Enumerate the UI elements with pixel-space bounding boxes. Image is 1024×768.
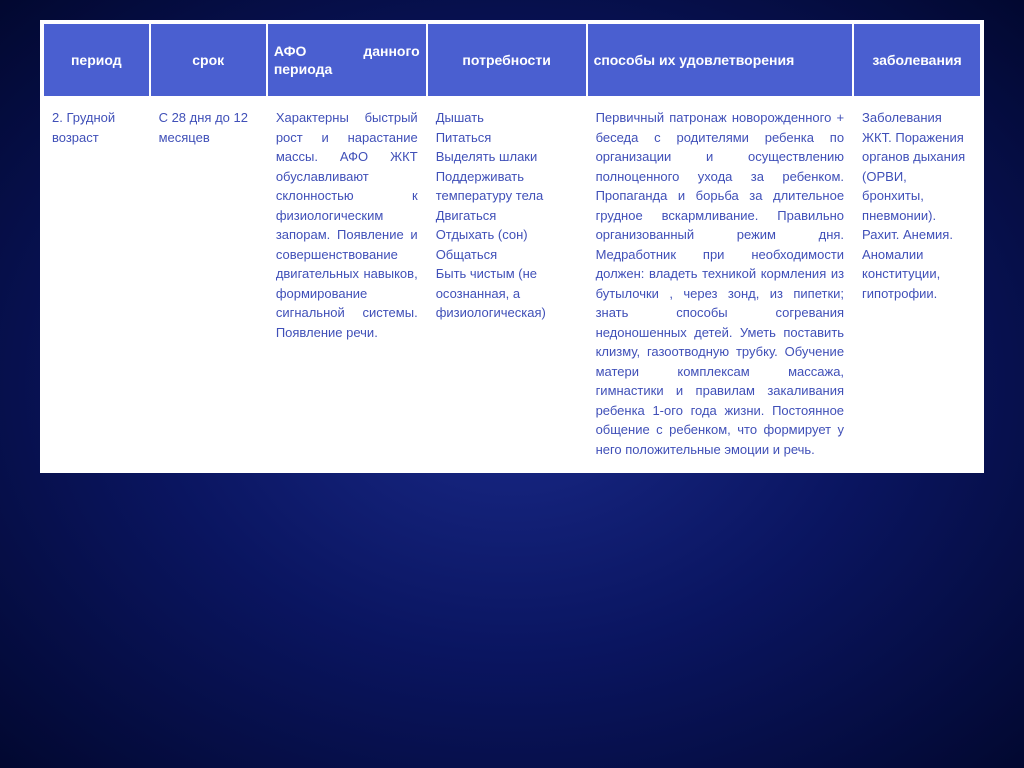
needs-line: Выделять шлаки [436, 147, 578, 167]
medical-table-container: период срок АФО данного периода потребно… [40, 20, 984, 473]
cell-period: 2. Грудной возраст [43, 97, 150, 470]
cell-ways: Первичный патронаж новорожденного + бесе… [587, 97, 853, 470]
header-period: период [43, 23, 150, 97]
needs-line: Быть чистым (не осознанная, а физиологич… [436, 264, 578, 323]
header-term: срок [150, 23, 267, 97]
header-afo: АФО данного периода [267, 23, 427, 97]
needs-line: Двигаться [436, 206, 578, 226]
table-row: 2. Грудной возраст С 28 дня до 12 месяце… [43, 97, 981, 470]
cell-term: С 28 дня до 12 месяцев [150, 97, 267, 470]
needs-line: Общаться [436, 245, 578, 265]
cell-needs: ДышатьПитатьсяВыделять шлакиПоддерживать… [427, 97, 587, 470]
needs-line: Дышать [436, 108, 578, 128]
needs-line: Отдыхать (сон) [436, 225, 578, 245]
cell-afo: Характерны быстрый рост и нарастание мас… [267, 97, 427, 470]
header-needs: потребности [427, 23, 587, 97]
needs-line: Поддерживать температуру тела [436, 167, 578, 206]
header-ways: способы их удовлетворения [587, 23, 853, 97]
medical-periods-table: период срок АФО данного периода потребно… [42, 22, 982, 471]
cell-diseases: Заболевания ЖКТ. Поражения органов дыхан… [853, 97, 981, 470]
needs-line: Питаться [436, 128, 578, 148]
table-header-row: период срок АФО данного периода потребно… [43, 23, 981, 97]
header-diseases: заболевания [853, 23, 981, 97]
